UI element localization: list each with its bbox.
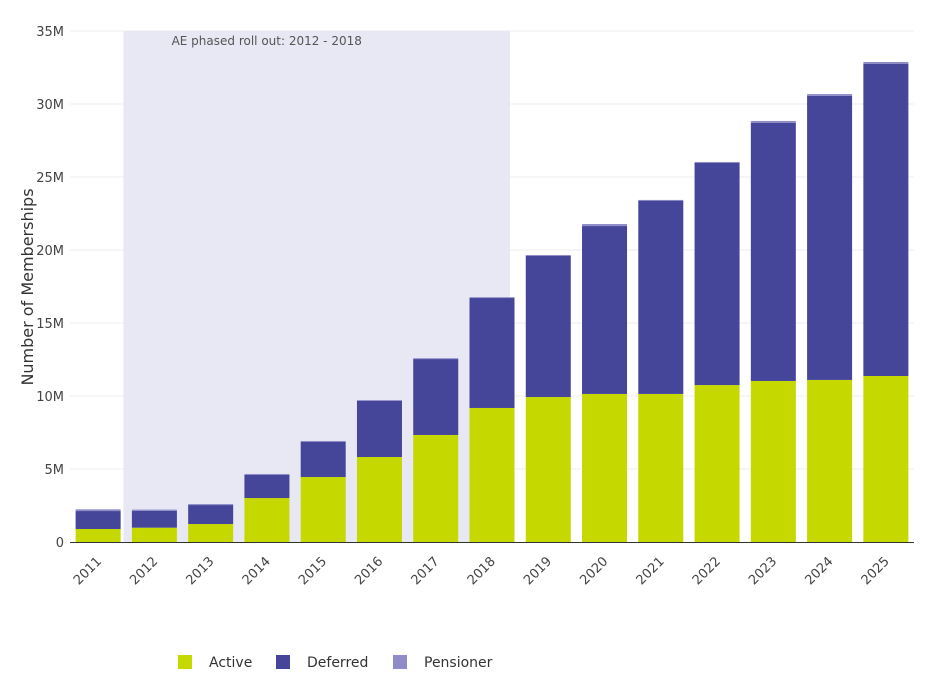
bar-deferred-2014 xyxy=(244,474,290,499)
x-tick-label: 2016 xyxy=(352,554,386,588)
bar-pensioner-2014 xyxy=(244,473,290,475)
bar-active-2017 xyxy=(413,434,459,542)
bar-active-2018 xyxy=(469,407,515,542)
bar-deferred-2015 xyxy=(300,441,346,478)
y-axis-label: Number of Memberships xyxy=(18,188,37,385)
bar-active-2011 xyxy=(75,529,121,542)
bar-pensioner-2023 xyxy=(750,120,796,123)
x-tick-label: 2014 xyxy=(240,554,274,588)
y-tick-label: 25M xyxy=(36,171,64,186)
y-tick-label: 0 xyxy=(56,536,64,551)
bar-active-2021 xyxy=(638,393,684,542)
bar-deferred-2025 xyxy=(863,63,909,376)
bar-pensioner-2022 xyxy=(694,161,740,163)
bar-pensioner-2019 xyxy=(525,254,571,256)
bars xyxy=(75,61,909,542)
x-tick-label: 2025 xyxy=(859,554,893,588)
bar-deferred-2023 xyxy=(750,122,796,381)
y-tick-label: 10M xyxy=(36,390,64,405)
bar-active-2016 xyxy=(356,457,402,542)
bar-deferred-2016 xyxy=(356,400,402,458)
bar-pensioner-2024 xyxy=(807,94,853,96)
bar-active-2025 xyxy=(863,375,909,542)
bar-active-2012 xyxy=(131,527,177,542)
x-tick-label: 2024 xyxy=(802,554,836,588)
x-tick-label: 2018 xyxy=(465,554,499,588)
x-tick-label: 2019 xyxy=(521,554,555,588)
y-tick-label: 20M xyxy=(36,244,64,259)
bar-deferred-2017 xyxy=(413,359,459,435)
bar-active-2024 xyxy=(807,379,853,542)
bar-pensioner-2016 xyxy=(356,400,402,401)
bar-pensioner-2017 xyxy=(413,358,459,360)
bar-deferred-2013 xyxy=(188,505,234,525)
bar-deferred-2011 xyxy=(75,511,121,530)
bar-deferred-2019 xyxy=(525,255,571,398)
y-axis-ticks: 0 5M 10M 15M 20M 25M 30M 35M xyxy=(36,25,64,551)
bar-pensioner-2025 xyxy=(863,61,909,64)
bar-pensioner-2013 xyxy=(188,504,234,506)
legend: Active Deferred Pensioner xyxy=(178,655,493,671)
bar-active-2022 xyxy=(694,385,740,542)
bar-active-2014 xyxy=(244,498,290,542)
bar-active-2020 xyxy=(582,393,628,542)
x-tick-label: 2012 xyxy=(127,554,161,588)
bar-active-2023 xyxy=(750,380,796,542)
legend-label-active: Active xyxy=(209,655,252,671)
bar-active-2015 xyxy=(300,477,346,542)
bar-pensioner-2015 xyxy=(300,440,346,442)
x-tick-label: 2022 xyxy=(690,554,724,588)
x-tick-label: 2011 xyxy=(71,554,105,588)
bar-pensioner-2012 xyxy=(131,509,177,511)
x-tick-label: 2013 xyxy=(183,554,217,588)
legend-swatch-active xyxy=(178,655,192,669)
bar-pensioner-2021 xyxy=(638,199,684,201)
bar-pensioner-2018 xyxy=(469,297,515,299)
x-tick-label: 2015 xyxy=(296,554,330,588)
x-tick-label: 2021 xyxy=(634,554,668,588)
x-tick-label: 2023 xyxy=(746,554,780,588)
bar-pensioner-2011 xyxy=(75,509,121,512)
y-tick-label: 35M xyxy=(36,25,64,40)
x-tick-label: 2017 xyxy=(409,554,443,588)
bar-deferred-2022 xyxy=(694,162,740,386)
x-axis-ticks: 2011 2012 2013 2014 2015 2016 2017 2018 2019 2020… xyxy=(71,554,893,588)
legend-label-pensioner: Pensioner xyxy=(424,655,493,671)
y-tick-label: 30M xyxy=(36,98,64,113)
bar-deferred-2020 xyxy=(582,226,628,394)
x-tick-label: 2020 xyxy=(577,554,611,588)
bar-active-2013 xyxy=(188,524,234,542)
bar-deferred-2012 xyxy=(131,510,177,528)
legend-label-deferred: Deferred xyxy=(307,655,368,671)
y-tick-label: 15M xyxy=(36,317,64,332)
ae-rollout-annotation: AE phased roll out: 2012 - 2018 xyxy=(172,34,362,48)
legend-swatch-deferred xyxy=(276,655,290,669)
bar-deferred-2021 xyxy=(638,200,684,394)
legend-swatch-pensioner xyxy=(393,655,407,669)
bar-pensioner-2020 xyxy=(582,224,628,227)
bar-deferred-2024 xyxy=(807,95,853,380)
bar-active-2019 xyxy=(525,397,571,542)
y-tick-label: 5M xyxy=(45,463,65,478)
bar-deferred-2018 xyxy=(469,298,515,408)
